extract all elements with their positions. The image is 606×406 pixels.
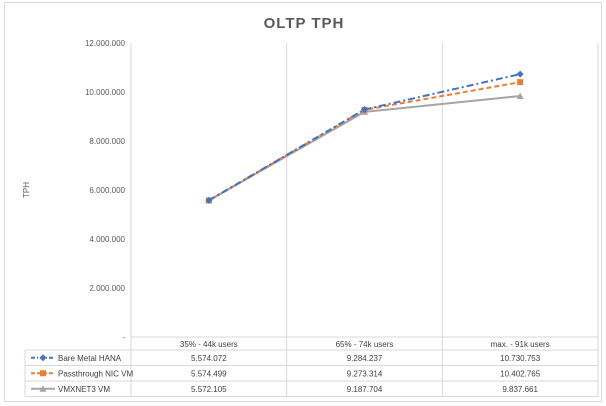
y-tick-label: 4.000.000	[89, 235, 125, 244]
legend-key-marker	[39, 354, 47, 362]
y-tick-label: 10.000.000	[85, 88, 126, 97]
y-tick-label: 8.000.000	[89, 137, 125, 146]
data-label: 10.402.765	[500, 369, 541, 378]
legend-key-marker	[39, 385, 47, 392]
legend-series-name: Passthrough NIC VM	[58, 369, 133, 378]
y-tick-label: 2.000.000	[89, 284, 125, 293]
data-label: 5.572.105	[191, 385, 227, 394]
series-line	[208, 73, 521, 202]
y-tick-label: 6.000.000	[89, 186, 125, 195]
data-label: 5.574.072	[191, 354, 227, 363]
data-label: 10.730.753	[500, 354, 541, 363]
x-category-label: max. - 91k users	[491, 340, 550, 349]
legend-key-marker	[40, 370, 46, 377]
data-label: 9.187.704	[347, 385, 383, 394]
data-label: 9.284.237	[347, 354, 383, 363]
data-point	[517, 79, 524, 86]
chart-frame: OLTP TPH TPH - 2.000.000 4.000.000 6.000.000 8…	[4, 2, 602, 402]
data-label: 9.837.661	[502, 385, 538, 394]
data-label: 9.273.314	[347, 369, 383, 378]
data-point	[361, 106, 368, 114]
data-label: 5.574.499	[191, 369, 227, 378]
legend-series-name: VMXNET3 VM	[58, 385, 110, 394]
y-axis-label: TPH	[22, 182, 31, 198]
x-category-label: 35% - 44k users	[180, 340, 238, 349]
chart-svg: OLTP TPH TPH - 2.000.000 4.000.000 6.000.000 8…	[22, 15, 599, 397]
x-category-label: 65% - 74k users	[336, 340, 394, 349]
chart-title: OLTP TPH	[264, 15, 345, 32]
y-tick-label: -	[122, 333, 125, 342]
data-point	[516, 92, 524, 99]
y-tick-label: 12.000.000	[85, 39, 126, 48]
data-point	[516, 70, 524, 78]
legend-series-name: Bare Metal HANA	[58, 354, 122, 363]
data-point	[205, 196, 213, 204]
